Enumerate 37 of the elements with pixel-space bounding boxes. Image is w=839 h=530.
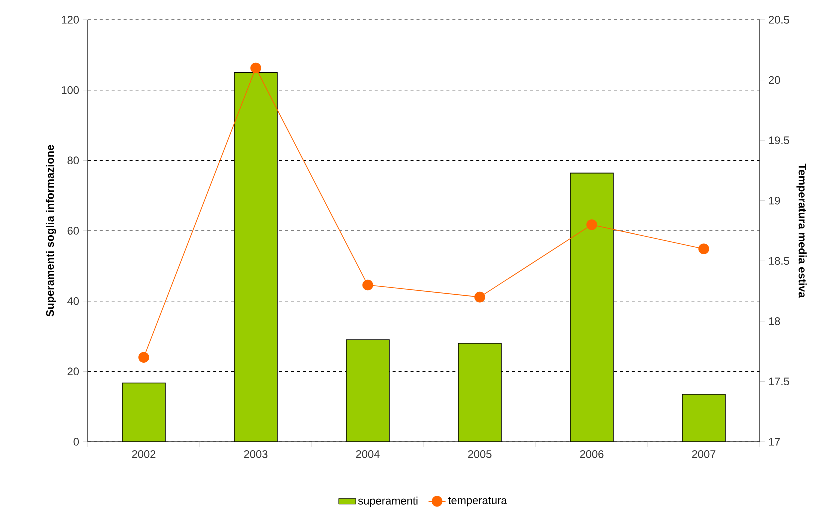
- x-tick-label: 2004: [356, 450, 380, 458]
- bar: [234, 72, 278, 442]
- y2-axis-title: Temperatura media estiva: [796, 164, 807, 298]
- bar: [122, 382, 166, 442]
- bar: [682, 394, 726, 442]
- y-tick-label: 0: [74, 438, 80, 446]
- x-tick-label: 2006: [580, 450, 604, 458]
- y-tick-label: 120: [62, 16, 80, 24]
- x-tick-label: 2003: [244, 450, 268, 458]
- x-tick-label: 2002: [132, 450, 156, 458]
- point: [138, 352, 150, 363]
- point: [698, 244, 710, 254]
- y2-tick-label: 20: [769, 76, 780, 84]
- y2-tick-label: 18.5: [769, 257, 790, 266]
- y2-tick-label: 18: [769, 318, 780, 326]
- x-tick-label: 2007: [692, 450, 716, 458]
- legend-label: temperatura: [448, 497, 508, 507]
- y2-tick-label: 20.5: [769, 16, 790, 24]
- y2-tick-label: 19: [769, 196, 780, 205]
- legend-label: superamenti: [358, 496, 418, 508]
- y-tick-label: 20: [68, 368, 80, 376]
- y2-tick-label: 19.5: [769, 136, 790, 144]
- point: [250, 62, 262, 74]
- point: [362, 280, 374, 291]
- bar: [346, 340, 390, 442]
- y-tick-label: 40: [68, 297, 80, 306]
- y-tick-label: 80: [68, 156, 80, 165]
- y-axis-title: Superamenti soglia informazione: [46, 145, 56, 317]
- y2-tick-label: 17.5: [769, 378, 790, 386]
- bar: [458, 343, 502, 442]
- x-tick-label: 2005: [468, 450, 492, 458]
- point: [586, 220, 598, 230]
- y2-tick-label: 17: [769, 438, 780, 446]
- point: [474, 292, 486, 303]
- y-tick-label: 100: [62, 86, 80, 94]
- y-tick-label: 60: [68, 227, 80, 235]
- bar: [570, 172, 614, 442]
